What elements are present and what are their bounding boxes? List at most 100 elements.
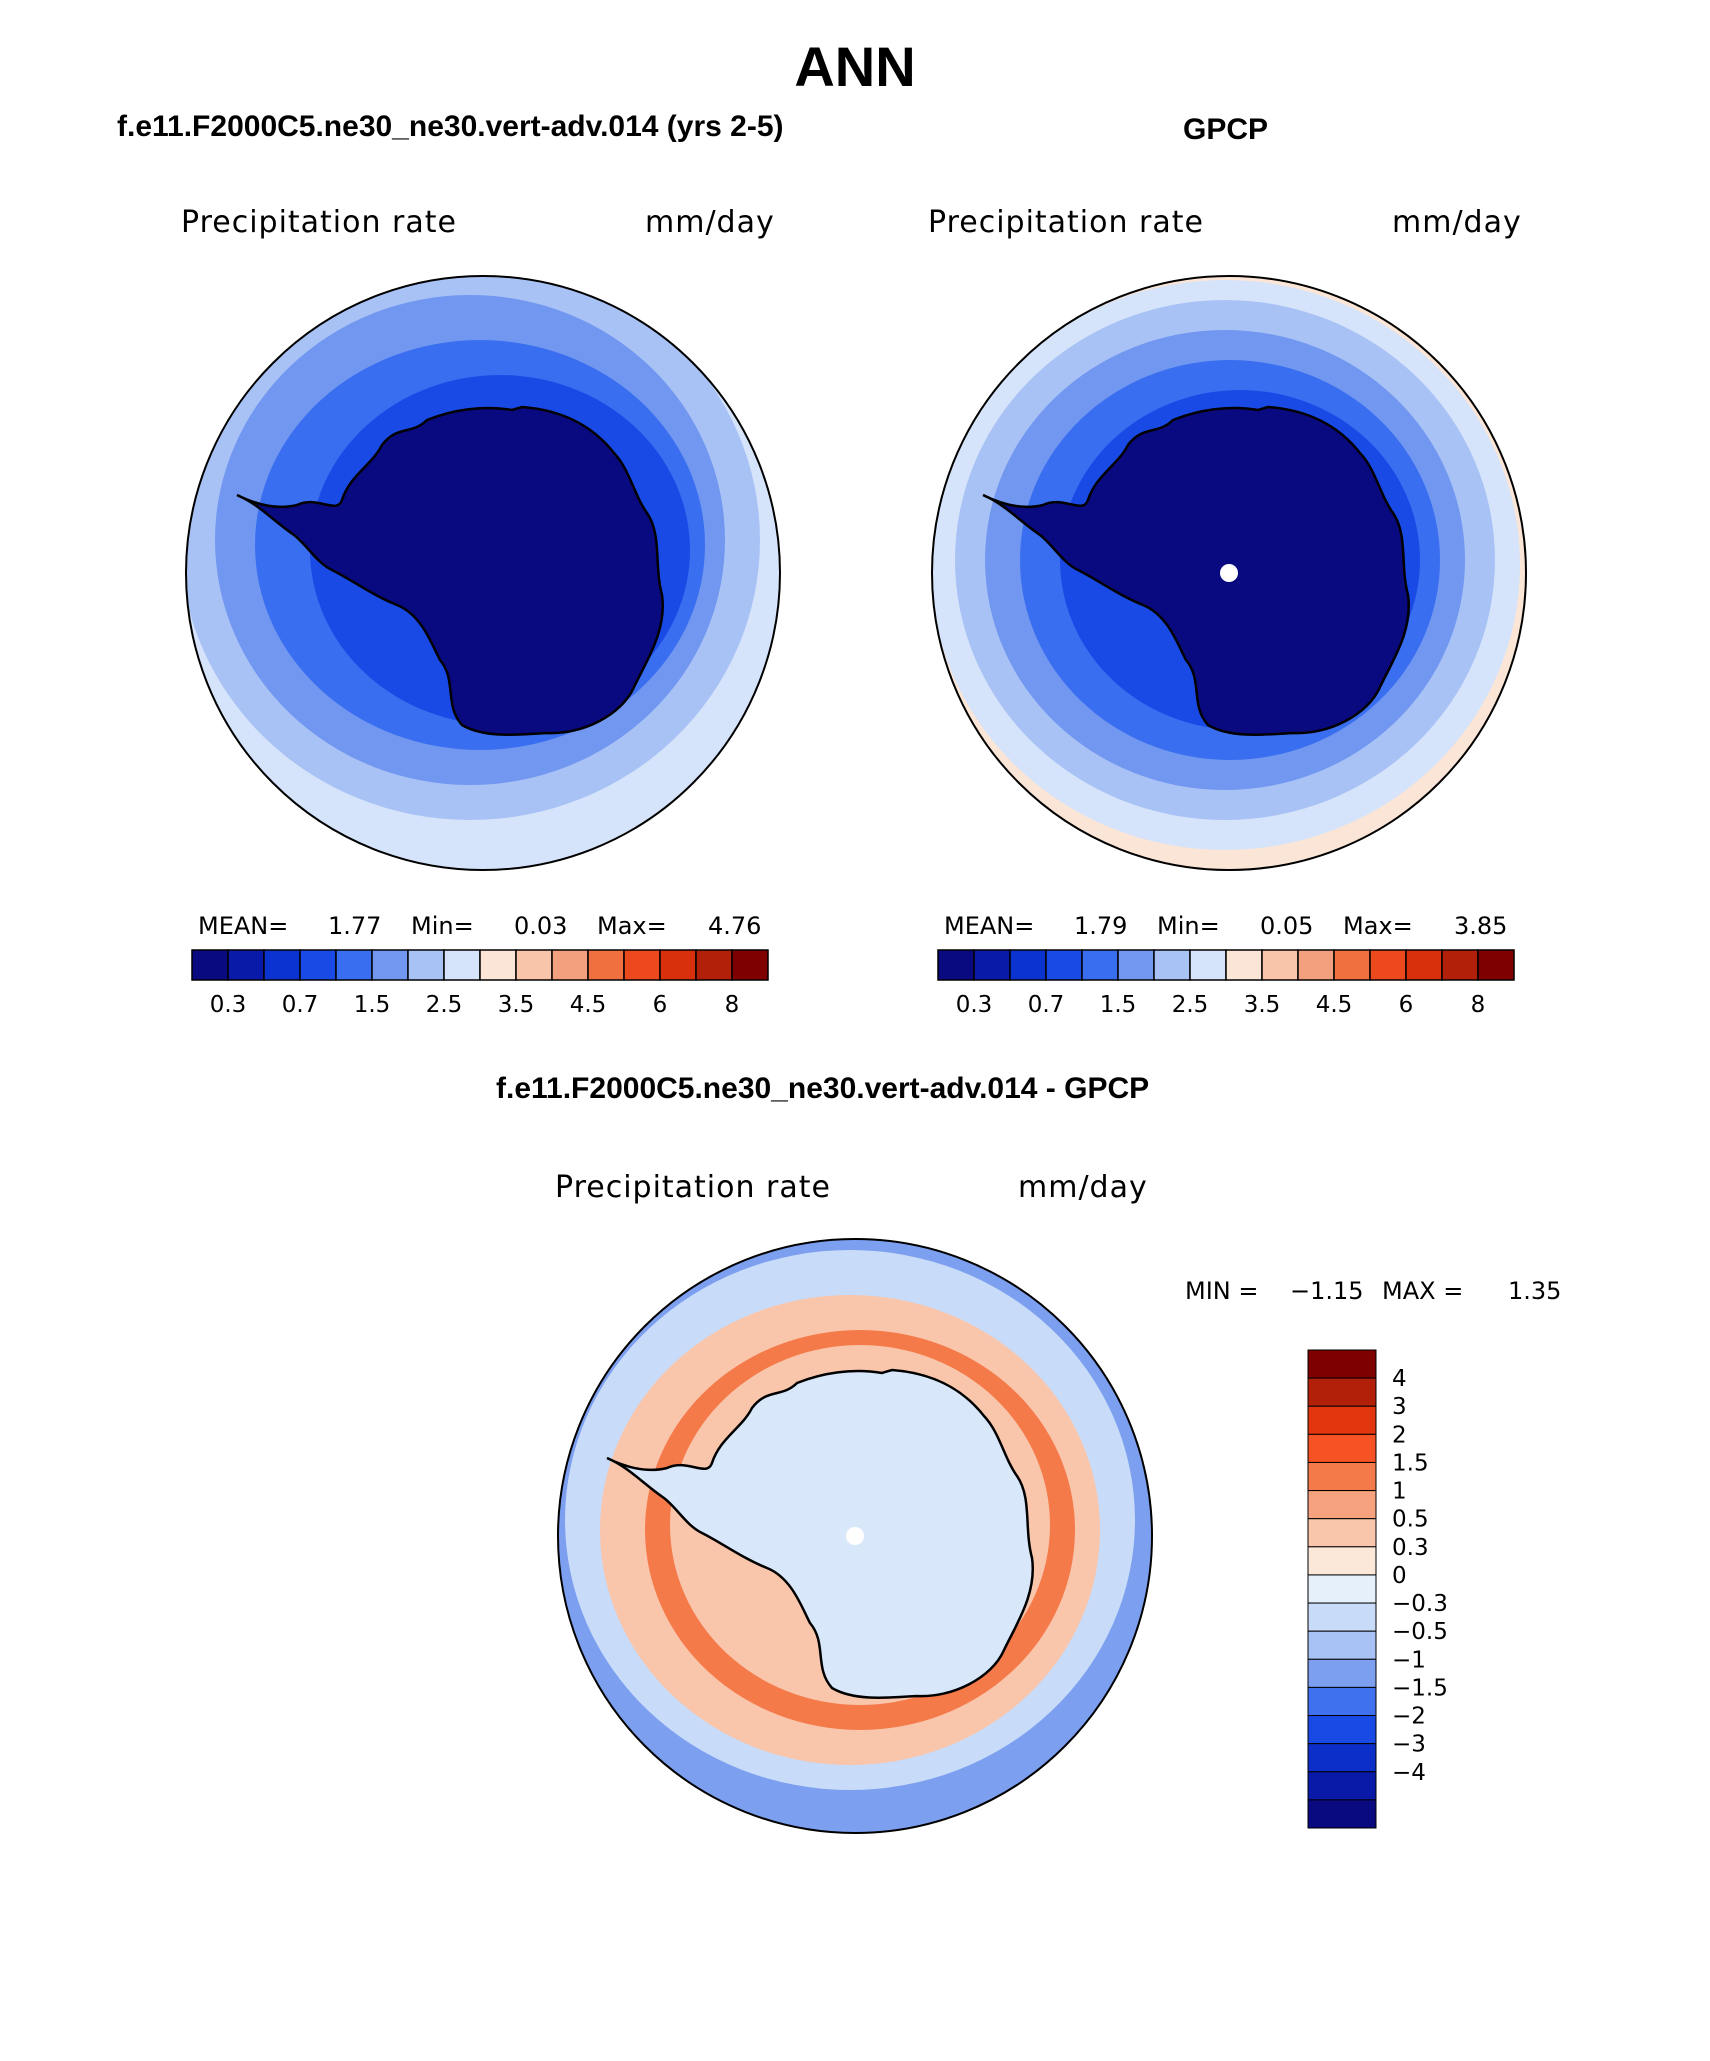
cbar1-swatch-8 — [479, 949, 517, 981]
panel1-max-label: Max= — [597, 912, 667, 940]
map-panel-3 — [558, 1239, 1152, 1833]
panel3-title: f.e11.F2000C5.ne30_ne30.vert-adv.014 - G… — [496, 1072, 1150, 1105]
cbar2-tick-label: 8 — [1471, 992, 1486, 1018]
cbar1-swatch-7 — [443, 949, 481, 981]
cbar3-swatch-3 — [1307, 1433, 1377, 1463]
panel2-mean: 1.79 — [1074, 912, 1128, 940]
panel1-mean: 1.77 — [328, 912, 382, 940]
cbar3-tick-label: −1 — [1392, 1647, 1426, 1673]
p2-pole-dot — [1220, 564, 1238, 582]
cbar2-tick-label: 6 — [1399, 992, 1414, 1018]
map-panel-1 — [186, 276, 780, 870]
cbar1-tick-label: 6 — [653, 992, 668, 1018]
panel1-min-label: Min= — [411, 912, 474, 940]
p3-pole-dot — [846, 1527, 864, 1545]
cbar2-tick-label: 4.5 — [1316, 992, 1353, 1018]
cbar3-tick-label: −0.5 — [1392, 1619, 1448, 1645]
cbar2-swatch-6 — [1153, 949, 1191, 981]
cbar3-swatch-5 — [1307, 1490, 1377, 1520]
cbar1-swatch-14 — [695, 949, 733, 981]
cbar3-tick-label: −4 — [1392, 1760, 1426, 1786]
panel1-units: mm/day — [645, 205, 775, 240]
panel1-min: 0.03 — [514, 912, 568, 940]
cbar2-swatch-3 — [1045, 949, 1083, 981]
panel2-variable: Precipitation rate — [928, 205, 1204, 240]
cbar2-swatch-9 — [1261, 949, 1299, 981]
cbar3-tick-label: 1 — [1392, 1479, 1407, 1505]
p2-map-border — [931, 275, 1527, 871]
colorbar-panel-2: 0.3 0.7 1.5 2.5 3.5 4.5 6 8 — [937, 949, 1515, 1018]
panel3-variable: Precipitation rate — [555, 1170, 831, 1205]
cbar2-swatch-1 — [973, 949, 1011, 981]
cbar3-swatch-10 — [1307, 1630, 1377, 1660]
cbar1-swatch-13 — [659, 949, 697, 981]
cbar1-tick-label: 3.5 — [498, 992, 535, 1018]
cbar1-swatch-10 — [551, 949, 589, 981]
cbar3-tick-label: 0.5 — [1392, 1507, 1429, 1533]
cbar3-swatch-0 — [1307, 1349, 1377, 1379]
cbar1-tick-label: 0.3 — [210, 992, 247, 1018]
cbar2-swatch-8 — [1225, 949, 1263, 981]
cbar3-swatch-15 — [1307, 1771, 1377, 1801]
cbar2-swatch-13 — [1405, 949, 1443, 981]
panel2-min: 0.05 — [1260, 912, 1314, 940]
cbar1-tick-label: 2.5 — [426, 992, 463, 1018]
panel1-title: f.e11.F2000C5.ne30_ne30.vert-adv.014 (yr… — [117, 110, 784, 143]
cbar3-tick-label: −0.3 — [1392, 1591, 1448, 1617]
cbar3-tick-label: 0.3 — [1392, 1535, 1429, 1561]
p1-map-border — [185, 275, 781, 871]
cbar3-swatch-9 — [1307, 1602, 1377, 1632]
cbar2-swatch-10 — [1297, 949, 1335, 981]
panel1-variable: Precipitation rate — [181, 205, 457, 240]
panel1-max: 4.76 — [708, 912, 762, 940]
cbar3-tick-label: 0 — [1392, 1563, 1407, 1589]
panel2-max: 3.85 — [1454, 912, 1508, 940]
cbar3-tick-label: −3 — [1392, 1732, 1426, 1758]
cbar2-swatch-5 — [1117, 949, 1155, 981]
cbar3-tick-label: −2 — [1392, 1704, 1426, 1730]
cbar3-swatch-13 — [1307, 1715, 1377, 1745]
cbar3-tick-label: 4 — [1392, 1366, 1407, 1392]
cbar1-swatch-4 — [335, 949, 373, 981]
cbar2-tick-label: 1.5 — [1100, 992, 1137, 1018]
panel3-max: 1.35 — [1508, 1277, 1562, 1305]
panel2-units: mm/day — [1392, 205, 1522, 240]
panel2-max-label: Max= — [1343, 912, 1413, 940]
cbar3-swatch-11 — [1307, 1658, 1377, 1688]
cbar2-tick-label: 0.7 — [1028, 992, 1065, 1018]
cbar3-tick-label: 1.5 — [1392, 1450, 1429, 1476]
panel2-min-label: Min= — [1157, 912, 1220, 940]
cbar2-tick-label: 3.5 — [1244, 992, 1281, 1018]
cbar3-swatch-8 — [1307, 1574, 1377, 1604]
cbar2-tick-label: 2.5 — [1172, 992, 1209, 1018]
colorbar-panel-1: 0.3 0.7 1.5 2.5 3.5 4.5 6 8 — [191, 949, 769, 1018]
cbar1-swatch-15 — [731, 949, 769, 981]
cbar2-swatch-14 — [1441, 949, 1479, 981]
panel1-mean-label: MEAN= — [198, 912, 289, 940]
cbar2-swatch-0 — [937, 949, 975, 981]
figure-title: ANN — [794, 35, 916, 98]
cbar2-swatch-4 — [1081, 949, 1119, 981]
panel3-max-label: MAX = — [1382, 1277, 1464, 1305]
panel2-title: GPCP — [1183, 113, 1269, 146]
cbar1-swatch-0 — [191, 949, 229, 981]
cbar1-tick-label: 1.5 — [354, 992, 391, 1018]
cbar2-swatch-12 — [1369, 949, 1407, 981]
panel3-min: −1.15 — [1290, 1277, 1364, 1305]
cbar2-swatch-7 — [1189, 949, 1227, 981]
panel3-min-label: MIN = — [1185, 1277, 1259, 1305]
cbar2-swatch-11 — [1333, 949, 1371, 981]
cbar1-swatch-3 — [299, 949, 337, 981]
cbar1-tick-label: 8 — [725, 992, 740, 1018]
panel2-mean-label: MEAN= — [944, 912, 1035, 940]
cbar1-swatch-2 — [263, 949, 301, 981]
map-panel-2 — [932, 276, 1526, 870]
cbar2-swatch-2 — [1009, 949, 1047, 981]
cbar3-tick-label: −1.5 — [1392, 1675, 1448, 1701]
cbar1-swatch-11 — [587, 949, 625, 981]
cbar1-swatch-1 — [227, 949, 265, 981]
cbar3-swatch-7 — [1307, 1546, 1377, 1576]
cbar1-tick-label: 4.5 — [570, 992, 607, 1018]
